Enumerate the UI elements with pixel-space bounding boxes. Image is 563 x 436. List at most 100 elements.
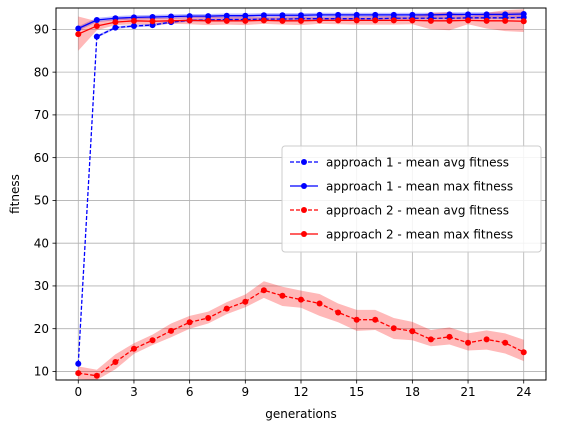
x-tick-label: 24	[516, 385, 531, 399]
legend-marker-sample	[301, 159, 307, 165]
series-3-point	[335, 309, 342, 316]
series-3-point	[93, 372, 100, 379]
series-4-point	[316, 17, 323, 24]
series-markers	[75, 10, 527, 379]
series-2-point	[223, 12, 230, 19]
series-4-point	[502, 17, 509, 24]
series-3-point	[409, 328, 416, 335]
series-3-point	[316, 300, 323, 307]
series-3-point	[465, 339, 472, 346]
series-4-point	[223, 17, 230, 24]
y-tick-label: 20	[34, 322, 49, 336]
series-2-point	[93, 16, 100, 23]
series-3-point	[298, 296, 304, 303]
series-3-point	[372, 316, 379, 323]
x-tick-label: 3	[130, 385, 138, 399]
legend: approach 1 - mean avg fitness approach 1 …	[281, 145, 542, 253]
x-tick-label: 9	[241, 385, 249, 399]
series-1-point	[75, 360, 82, 367]
series-3-point	[130, 345, 137, 352]
series-3-point	[502, 339, 509, 346]
series-3-point	[205, 315, 212, 321]
series-3-point	[112, 359, 119, 366]
series-3-point	[390, 325, 397, 332]
series-4-point	[427, 17, 434, 24]
y-tick-label: 10	[34, 365, 49, 379]
legend-label: approach 1 - mean avg fitness	[326, 156, 509, 170]
x-tick-label: 18	[405, 385, 420, 399]
legend-label: approach 2 - mean avg fitness	[326, 204, 509, 218]
series-3-point	[353, 316, 360, 323]
series-4-point	[260, 17, 267, 24]
y-tick-label: 70	[34, 108, 49, 122]
x-axis-label: generations	[265, 407, 337, 421]
legend-marker-sample	[301, 207, 307, 213]
series-2-point	[335, 11, 342, 18]
x-tick-label: 0	[74, 385, 82, 399]
series-4-point	[465, 17, 472, 24]
series-3-point	[427, 336, 434, 343]
series-2-point	[372, 11, 379, 18]
series-2-point	[390, 11, 397, 18]
series-3-point	[483, 336, 490, 343]
series-4-point	[168, 17, 175, 24]
y-axis-ticks: 10 20 30 40 50 60 70 80 90	[34, 23, 56, 379]
x-tick-label: 12	[293, 385, 308, 399]
series-1-point	[93, 33, 100, 40]
x-tick-label: 21	[460, 385, 475, 399]
y-tick-label: 60	[34, 151, 49, 165]
series-2-point	[298, 12, 304, 19]
series-4-point	[409, 17, 416, 24]
series-4-point	[520, 18, 527, 25]
series-3-point	[186, 319, 193, 326]
y-tick-label: 50	[34, 194, 49, 208]
series-2-point	[242, 12, 249, 19]
series-4-point	[483, 17, 490, 24]
series-2-point	[279, 12, 286, 19]
series-2-point	[149, 13, 156, 20]
series-3-point	[446, 333, 453, 340]
series-3-point	[520, 349, 527, 356]
series-2-point	[427, 11, 434, 18]
legend-box	[281, 145, 542, 253]
y-tick-label: 80	[34, 65, 49, 79]
x-axis-ticks: 0 3 6 9 12 15 18 21 24	[74, 380, 531, 399]
series-4-point	[335, 17, 342, 24]
x-tick-label: 15	[349, 385, 364, 399]
series-2-point	[502, 11, 509, 18]
series-4-point	[279, 17, 286, 24]
series-4-point	[112, 19, 119, 26]
series-2-point	[446, 11, 453, 18]
legend-marker-sample	[301, 183, 307, 189]
series-4-point	[149, 18, 156, 25]
series-2-point	[483, 11, 490, 18]
series-1-point	[112, 24, 119, 31]
series-2-point	[75, 25, 82, 32]
legend-label: approach 2 - mean max fitness	[326, 228, 513, 242]
series-4-point	[298, 17, 304, 24]
x-tick-label: 6	[186, 385, 194, 399]
series-2-point	[409, 11, 416, 18]
series-3-point	[168, 327, 175, 334]
legend-label: approach 1 - mean max fitness	[326, 180, 513, 194]
series-4-point	[353, 17, 360, 24]
series-4-point	[93, 22, 100, 29]
series-3-point	[149, 337, 156, 344]
series-4-point	[186, 17, 193, 24]
series-2-point	[205, 13, 212, 20]
series-1-point	[130, 22, 137, 29]
series-2-point	[353, 11, 360, 18]
series-2-point	[260, 12, 267, 19]
series-4-point	[390, 17, 397, 24]
series-4-point	[372, 17, 379, 24]
series-4-point	[446, 17, 453, 24]
y-axis-label: fitness	[8, 174, 22, 214]
y-tick-label: 90	[34, 23, 49, 37]
series-4-point	[75, 31, 82, 38]
series-3-point	[75, 370, 82, 377]
legend-marker-sample	[301, 231, 307, 237]
series-2-point	[186, 13, 193, 20]
series-4-point	[130, 17, 137, 24]
